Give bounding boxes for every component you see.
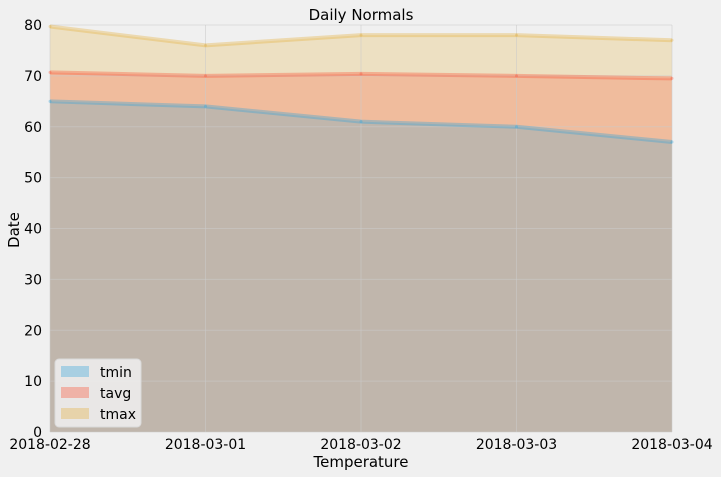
- point-tmax: [515, 33, 518, 37]
- legend-swatch-tmax: [61, 408, 89, 419]
- y-tick-label: 30: [24, 272, 42, 288]
- x-tick-label: 2018-02-28: [9, 437, 90, 453]
- y-tick-label: 70: [24, 69, 42, 85]
- y-axis-title: Date: [5, 212, 23, 248]
- x-axis-title: Temperature: [312, 453, 408, 471]
- point-tmax: [359, 33, 363, 37]
- point-tmin: [48, 99, 52, 103]
- legend: tmin tavg tmax: [54, 358, 142, 428]
- legend-box: [54, 358, 142, 428]
- legend-swatch-tmin: [61, 366, 89, 377]
- point-tavg: [204, 74, 207, 78]
- legend-label-tmin: tmin: [100, 365, 132, 381]
- x-tick-label: 2018-03-04: [631, 437, 712, 453]
- legend-swatch-tavg: [61, 387, 89, 398]
- legend-label-tavg: tavg: [100, 386, 131, 402]
- y-tick-label: 60: [24, 120, 42, 136]
- point-tmax: [204, 43, 207, 47]
- line-tavg: [49, 70, 673, 81]
- axes: 0 10 20 30 40 50 60 70 80 2018-02-28 2018-03-01 201…: [9, 18, 712, 453]
- y-tick-label: 80: [24, 18, 42, 34]
- point-tmin: [515, 125, 518, 129]
- line-tmax: [49, 24, 673, 48]
- x-tick-label: 2018-03-01: [165, 437, 246, 453]
- point-tmin: [204, 104, 207, 108]
- point-tmax: [48, 25, 52, 29]
- y-tick-label: 10: [24, 374, 42, 390]
- point-tavg: [48, 70, 52, 74]
- y-tick-label: 0: [33, 425, 42, 441]
- point-tavg: [670, 76, 674, 80]
- point-tmin: [359, 120, 363, 124]
- point-tavg: [359, 72, 363, 76]
- point-tavg: [515, 74, 518, 78]
- point-tmax: [670, 38, 674, 42]
- y-tick-label: 40: [24, 222, 42, 238]
- line-tmin: [49, 99, 673, 145]
- legend-label-tmax: tmax: [100, 407, 136, 423]
- y-tick-label: 50: [24, 171, 42, 187]
- plot-area: [48, 24, 674, 433]
- point-tmin: [670, 140, 674, 144]
- x-tick-label: 2018-03-03: [476, 437, 557, 453]
- chart-title: Daily Normals: [309, 6, 414, 24]
- y-tick-label: 20: [24, 323, 42, 339]
- x-tick-label: 2018-03-02: [320, 437, 401, 453]
